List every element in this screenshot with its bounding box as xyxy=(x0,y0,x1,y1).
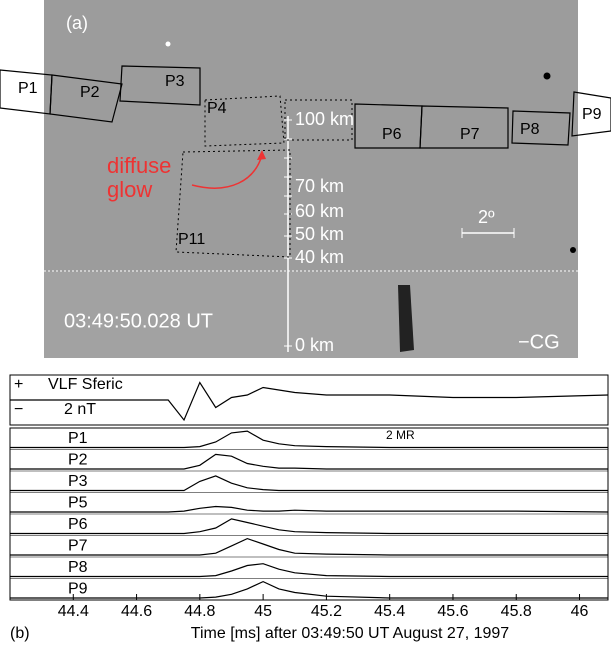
box-label: P8 xyxy=(520,121,540,138)
x-tick-label: 46 xyxy=(571,603,589,620)
series-label: P1 xyxy=(68,430,88,447)
altitude-label: 0 km xyxy=(295,335,334,355)
panel-label: (a) xyxy=(66,13,88,33)
altitude-label: 50 km xyxy=(295,224,344,244)
series-label: P6 xyxy=(68,516,88,533)
series-label: P3 xyxy=(68,473,88,490)
trace xyxy=(10,505,609,513)
trace xyxy=(10,381,609,422)
box-label: P7 xyxy=(460,126,480,143)
polarity: − xyxy=(14,401,23,418)
series-label: P9 xyxy=(68,580,88,597)
dotted-regions xyxy=(175,95,353,258)
x-tick-label: 44.8 xyxy=(184,603,215,620)
field-boxes xyxy=(0,65,611,149)
star xyxy=(165,41,171,47)
x-tick-label: 45 xyxy=(254,603,272,620)
star xyxy=(543,72,551,80)
trace xyxy=(10,475,608,492)
annotation-arrow xyxy=(191,154,263,189)
altitude-label: 40 km xyxy=(295,247,344,267)
box-label: P3 xyxy=(165,73,185,90)
trace xyxy=(10,580,608,599)
x-tick-label: 45.4 xyxy=(374,603,405,620)
altitude-ticks xyxy=(284,119,292,347)
trace xyxy=(10,537,608,556)
x-tick-label: 45.8 xyxy=(501,603,532,620)
annotation-arrow xyxy=(257,150,266,160)
trace xyxy=(10,430,608,449)
box-label: P11 xyxy=(178,231,205,248)
timestamp: 03:49:50.028 UT xyxy=(64,310,213,332)
trace xyxy=(10,563,608,578)
annotation: glow xyxy=(107,177,152,202)
annotation: diffuse xyxy=(107,153,171,178)
altitude-label: 100 km xyxy=(295,109,354,129)
trace xyxy=(10,453,608,470)
series-label: P7 xyxy=(68,537,88,554)
panel-label: (b) xyxy=(10,625,30,642)
scale-label: 2 MR xyxy=(386,428,415,442)
series-label: VLF Sferic xyxy=(48,376,123,393)
x-axis-title: Time [ms] after 03:49:50 UT August 27, 1… xyxy=(191,625,510,642)
trace xyxy=(10,518,608,535)
series-label: P2 xyxy=(68,451,88,468)
series-label: P5 xyxy=(68,494,88,511)
star xyxy=(570,247,576,253)
box-label: P6 xyxy=(382,126,402,143)
x-tick-label: 44.6 xyxy=(121,603,152,620)
sprite-streak xyxy=(398,285,414,352)
series-label: P8 xyxy=(68,559,88,576)
x-tick-label: 44.4 xyxy=(58,603,89,620)
box-label: P9 xyxy=(582,106,602,123)
altitude-label: 60 km xyxy=(295,201,344,221)
scale-label: 2º xyxy=(478,207,495,227)
box-label: P1 xyxy=(18,80,38,97)
box-label: P4 xyxy=(207,100,227,117)
x-tick-label: 45.2 xyxy=(311,603,342,620)
x-tick-label: 45.6 xyxy=(437,603,468,620)
altitude-label: 70 km xyxy=(295,176,344,196)
image-lower xyxy=(44,272,578,358)
polarity: + xyxy=(14,376,23,393)
box-label: P2 xyxy=(80,84,100,101)
scale-label: 2 nT xyxy=(64,401,96,418)
event-label: −CG xyxy=(518,331,560,353)
